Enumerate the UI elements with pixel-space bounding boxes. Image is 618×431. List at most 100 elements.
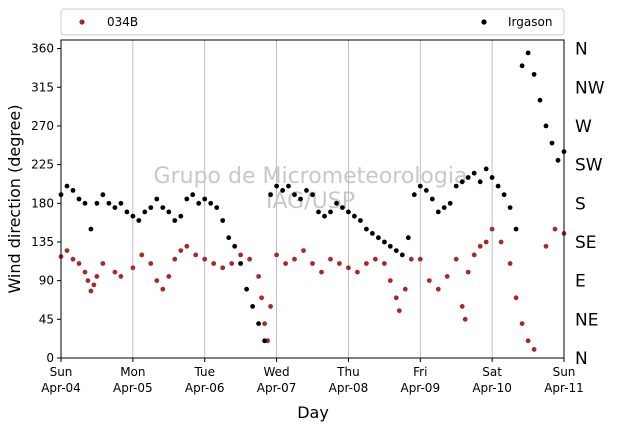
data-point — [543, 243, 549, 249]
data-point — [411, 192, 417, 198]
series-034b — [58, 226, 567, 352]
data-point — [543, 123, 549, 129]
data-point — [283, 261, 288, 266]
data-point — [220, 218, 226, 223]
data-point — [453, 256, 459, 262]
data-point — [64, 248, 70, 254]
data-point — [232, 243, 238, 249]
data-point — [322, 213, 327, 219]
compass-label: NW — [575, 78, 605, 98]
data-point — [262, 321, 267, 326]
data-point — [88, 226, 94, 232]
data-point — [319, 269, 324, 275]
data-point — [250, 304, 256, 309]
x-tick-date: Apr-05 — [113, 381, 153, 395]
data-point — [196, 200, 202, 206]
data-point — [148, 205, 154, 211]
data-point — [337, 261, 342, 266]
data-point — [519, 321, 525, 326]
series-irgason — [58, 50, 567, 344]
data-point — [477, 179, 483, 185]
data-point — [274, 252, 279, 258]
data-point — [76, 196, 82, 202]
x-tick-weekday: Thu — [336, 365, 360, 379]
data-point — [256, 274, 261, 279]
data-point — [100, 192, 106, 198]
data-point — [148, 261, 154, 266]
data-point — [208, 200, 214, 206]
data-point — [465, 269, 471, 275]
data-point — [268, 304, 273, 309]
data-point — [525, 338, 531, 344]
data-point — [340, 205, 345, 211]
data-point — [501, 192, 507, 198]
data-point — [193, 252, 199, 258]
data-point — [310, 192, 315, 198]
data-point — [465, 175, 471, 180]
data-point — [118, 274, 124, 279]
data-point — [453, 183, 459, 189]
data-point — [555, 157, 561, 163]
data-point — [328, 256, 333, 262]
data-point — [489, 226, 495, 232]
data-point — [393, 248, 399, 254]
vertical-gridlines — [132, 40, 493, 358]
data-point — [64, 183, 70, 189]
data-point — [417, 256, 423, 262]
data-point — [184, 243, 190, 249]
data-point — [286, 183, 291, 189]
data-point — [220, 265, 226, 271]
data-point — [435, 209, 441, 215]
data-point — [489, 175, 495, 180]
data-point — [396, 308, 402, 314]
data-point — [88, 288, 94, 294]
data-point — [399, 252, 405, 258]
legend-marker-034b — [79, 19, 85, 25]
data-point — [100, 261, 106, 266]
data-point — [525, 50, 531, 56]
data-point — [112, 205, 118, 211]
data-point — [537, 97, 543, 103]
data-point — [417, 183, 423, 189]
data-point — [268, 192, 273, 198]
x-tick-weekday: Sun — [553, 365, 576, 379]
data-point — [507, 261, 513, 266]
y-tick-label: 135 — [31, 235, 54, 249]
x-axis-title: Day — [297, 403, 329, 422]
data-point — [531, 72, 537, 77]
data-point — [441, 205, 447, 211]
data-point — [552, 226, 558, 232]
data-point — [142, 209, 148, 215]
x-tick-date: Apr-07 — [257, 381, 297, 395]
data-point — [172, 256, 178, 262]
data-point — [393, 295, 399, 301]
data-point — [130, 265, 136, 271]
data-point — [70, 188, 76, 193]
watermark-line: Grupo de Micrometeorologia — [154, 164, 468, 189]
data-point — [238, 252, 244, 258]
data-point — [184, 196, 190, 202]
y-axis: 0 45 90 135 180 225 270 315 360 — [31, 42, 61, 365]
x-tick-date: Apr-04 — [41, 381, 81, 395]
data-point — [328, 209, 333, 215]
data-point — [259, 295, 264, 301]
data-point — [178, 248, 184, 254]
data-point — [76, 261, 82, 266]
data-point — [498, 239, 504, 245]
plot-frame — [60, 39, 565, 359]
data-point — [298, 196, 303, 202]
data-point — [423, 188, 429, 193]
data-point — [160, 286, 166, 292]
data-point — [238, 261, 244, 266]
legend: 034B Irgason — [60, 8, 565, 36]
data-point — [459, 304, 465, 309]
data-point — [112, 269, 118, 275]
data-point — [444, 274, 450, 279]
compass-label: W — [575, 117, 592, 137]
data-point — [462, 316, 468, 322]
legend-label-034b: 034B — [107, 15, 138, 29]
data-points — [58, 50, 567, 352]
x-tick-weekday: Sun — [50, 365, 73, 379]
data-point — [435, 286, 441, 292]
